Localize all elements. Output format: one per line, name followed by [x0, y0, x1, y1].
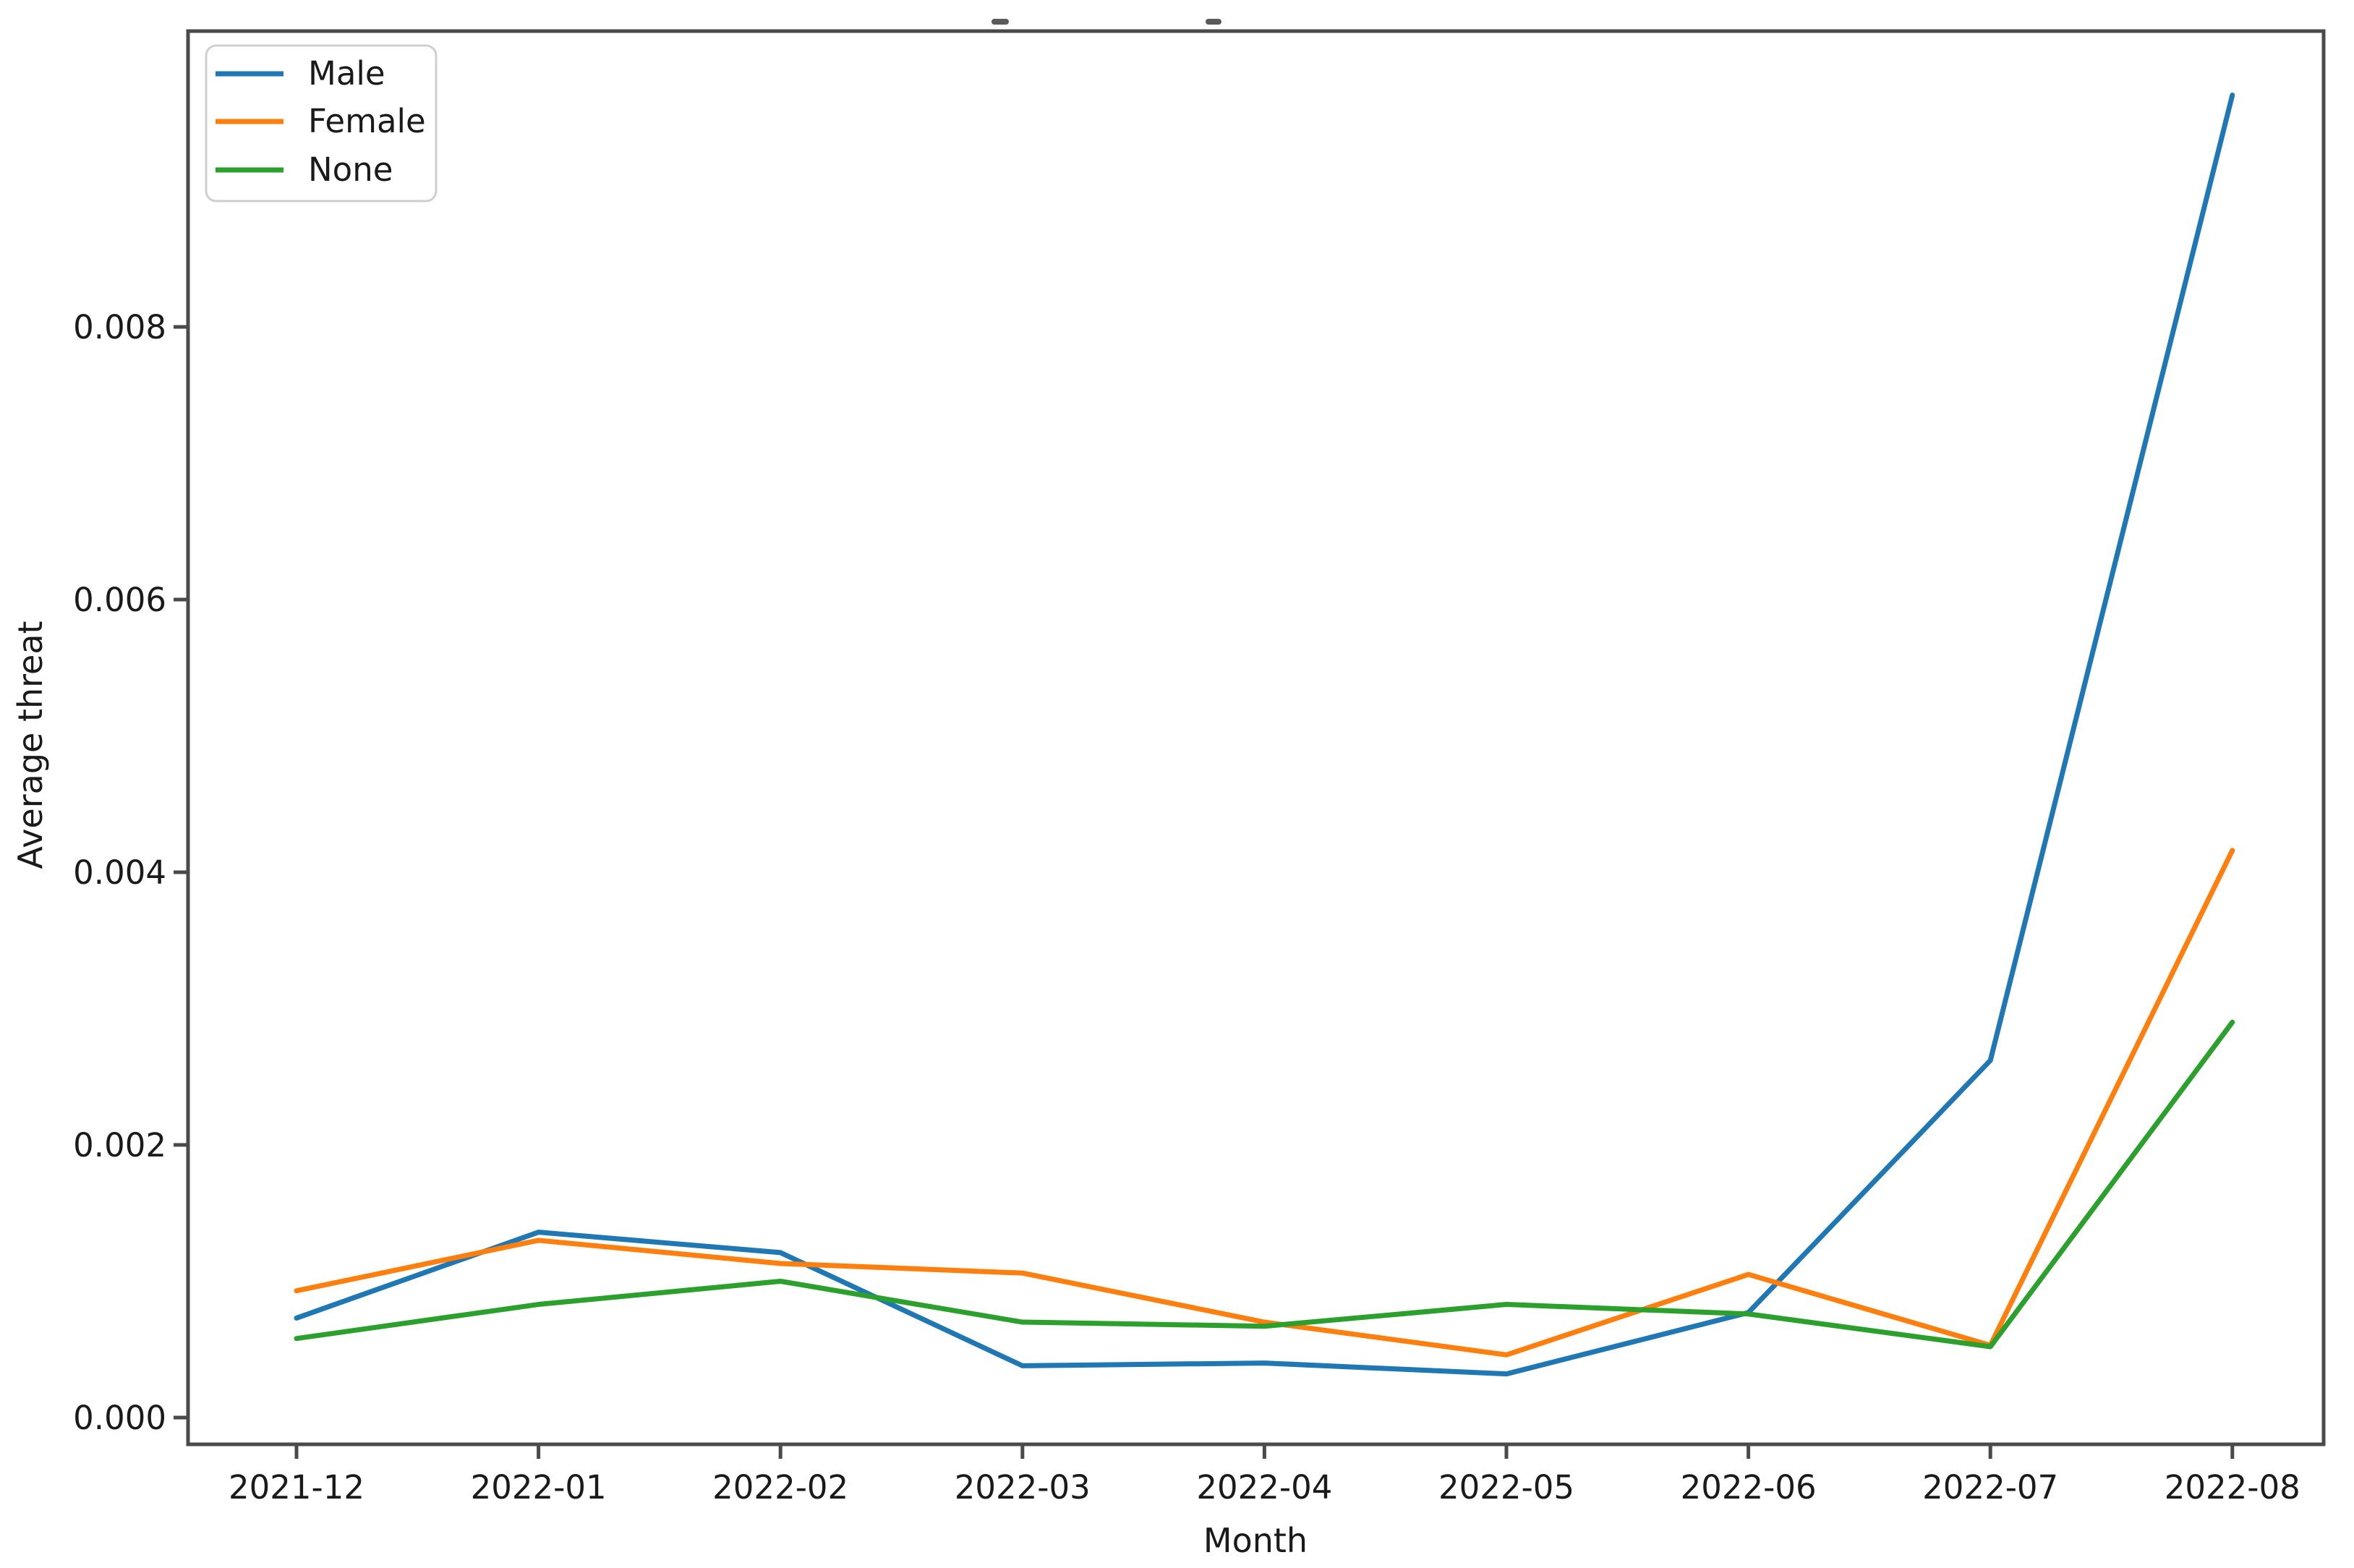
x-tick-label: 2022-05 — [1438, 1468, 1574, 1507]
none-series-line — [294, 1019, 2235, 1350]
legend-female-label: Female — [308, 102, 426, 140]
x-tick-label: 2022-04 — [1196, 1468, 1332, 1507]
y-tick-label: 0.004 — [73, 853, 166, 892]
x-tick-label: 2022-01 — [471, 1468, 607, 1507]
y-tick-label: 0.008 — [73, 308, 166, 346]
x-tick-label: 2022-02 — [712, 1468, 848, 1507]
cropped-title-remnant-mark — [1206, 19, 1221, 25]
y-tick-label: 0.002 — [73, 1126, 166, 1164]
legend-box — [205, 44, 438, 203]
male-series-line — [294, 93, 2235, 1377]
cropped-title-remnant-mark — [992, 19, 1009, 25]
x-tick-label: 2022-07 — [1922, 1468, 2058, 1507]
y-tick-label: 0.000 — [73, 1399, 166, 1437]
x-tick-label: 2022-08 — [2165, 1468, 2300, 1507]
cropped-title-remnant — [992, 19, 1221, 25]
axes-ticks: 2021-12 2022-01 2022-02 2022-03 2022-04 2022-… — [73, 308, 2300, 1507]
legend-male-label: Male — [308, 54, 385, 93]
data-series — [294, 93, 2235, 1377]
x-tick-label: 2022-06 — [1681, 1468, 1817, 1507]
legend-none-label: None — [308, 150, 393, 189]
x-axis-title: Month — [1203, 1521, 1308, 1560]
x-tick-label: 2022-03 — [955, 1468, 1091, 1507]
legend: Male Female None — [205, 44, 438, 203]
plot-frame — [186, 29, 2326, 1446]
y-axis-title: Average threat — [11, 621, 50, 869]
y-tick-label: 0.006 — [73, 581, 166, 619]
x-tick-label: 2021-12 — [229, 1468, 364, 1507]
female-series-line — [294, 848, 2235, 1358]
